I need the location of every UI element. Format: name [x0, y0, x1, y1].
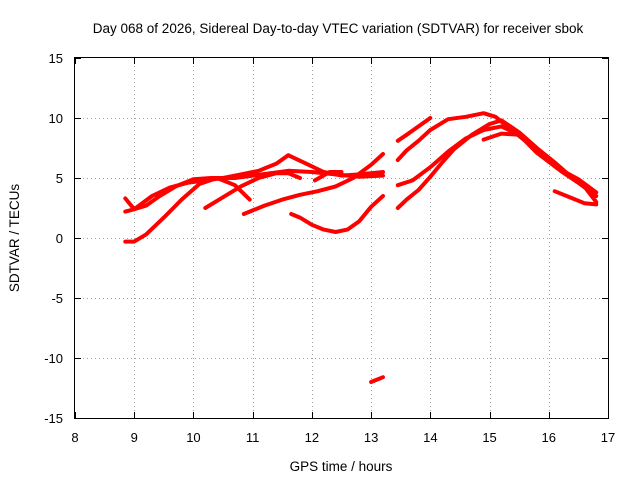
- y-tick-label: -15: [44, 411, 63, 426]
- y-tick-label: -10: [44, 351, 63, 366]
- x-tick-label: 16: [542, 430, 556, 445]
- x-tick-label: 12: [305, 430, 319, 445]
- x-tick-label: 15: [482, 430, 496, 445]
- ticks-layer: 8 9 10 11 12 13 14 15 16 17 -15 -10 -5 0 5 10 15: [44, 51, 615, 445]
- x-tick-label: 9: [131, 430, 138, 445]
- grid-layer: [75, 58, 608, 418]
- series-line-arc-l: [395, 118, 599, 210]
- series-line-arc-n: [552, 189, 599, 207]
- y-tick-label: -5: [51, 291, 63, 306]
- series-line-arc-g: [312, 170, 344, 183]
- series-line-arc-c: [123, 176, 252, 244]
- plot-frame: [74, 57, 609, 419]
- series-line-arc-m: [481, 131, 522, 142]
- x-tick-label: 13: [364, 430, 378, 445]
- series-layer: [123, 111, 599, 384]
- series-line-arc-f: [289, 194, 385, 234]
- x-tick-label: 10: [186, 430, 200, 445]
- series-line-arc-e: [241, 152, 385, 216]
- chart-title: Day 068 of 2026, Sidereal Day-to-day VTE…: [93, 21, 584, 36]
- x-tick-label: 14: [423, 430, 437, 445]
- series-line-arc-d: [203, 171, 302, 210]
- x-tick-label: 8: [71, 430, 78, 445]
- y-tick-label: 10: [49, 111, 63, 126]
- y-axis-label: SDTVAR / TECUs: [7, 184, 22, 293]
- x-tick-label: 17: [601, 430, 615, 445]
- series-line-arc-i: [395, 116, 433, 143]
- x-axis-label: GPS time / hours: [290, 459, 393, 474]
- series-line-arc-h: [369, 375, 385, 384]
- y-tick-label: 5: [56, 171, 63, 186]
- x-tick-label: 11: [246, 430, 260, 445]
- y-tick-label: 15: [49, 51, 63, 66]
- y-tick-label: 0: [56, 231, 63, 246]
